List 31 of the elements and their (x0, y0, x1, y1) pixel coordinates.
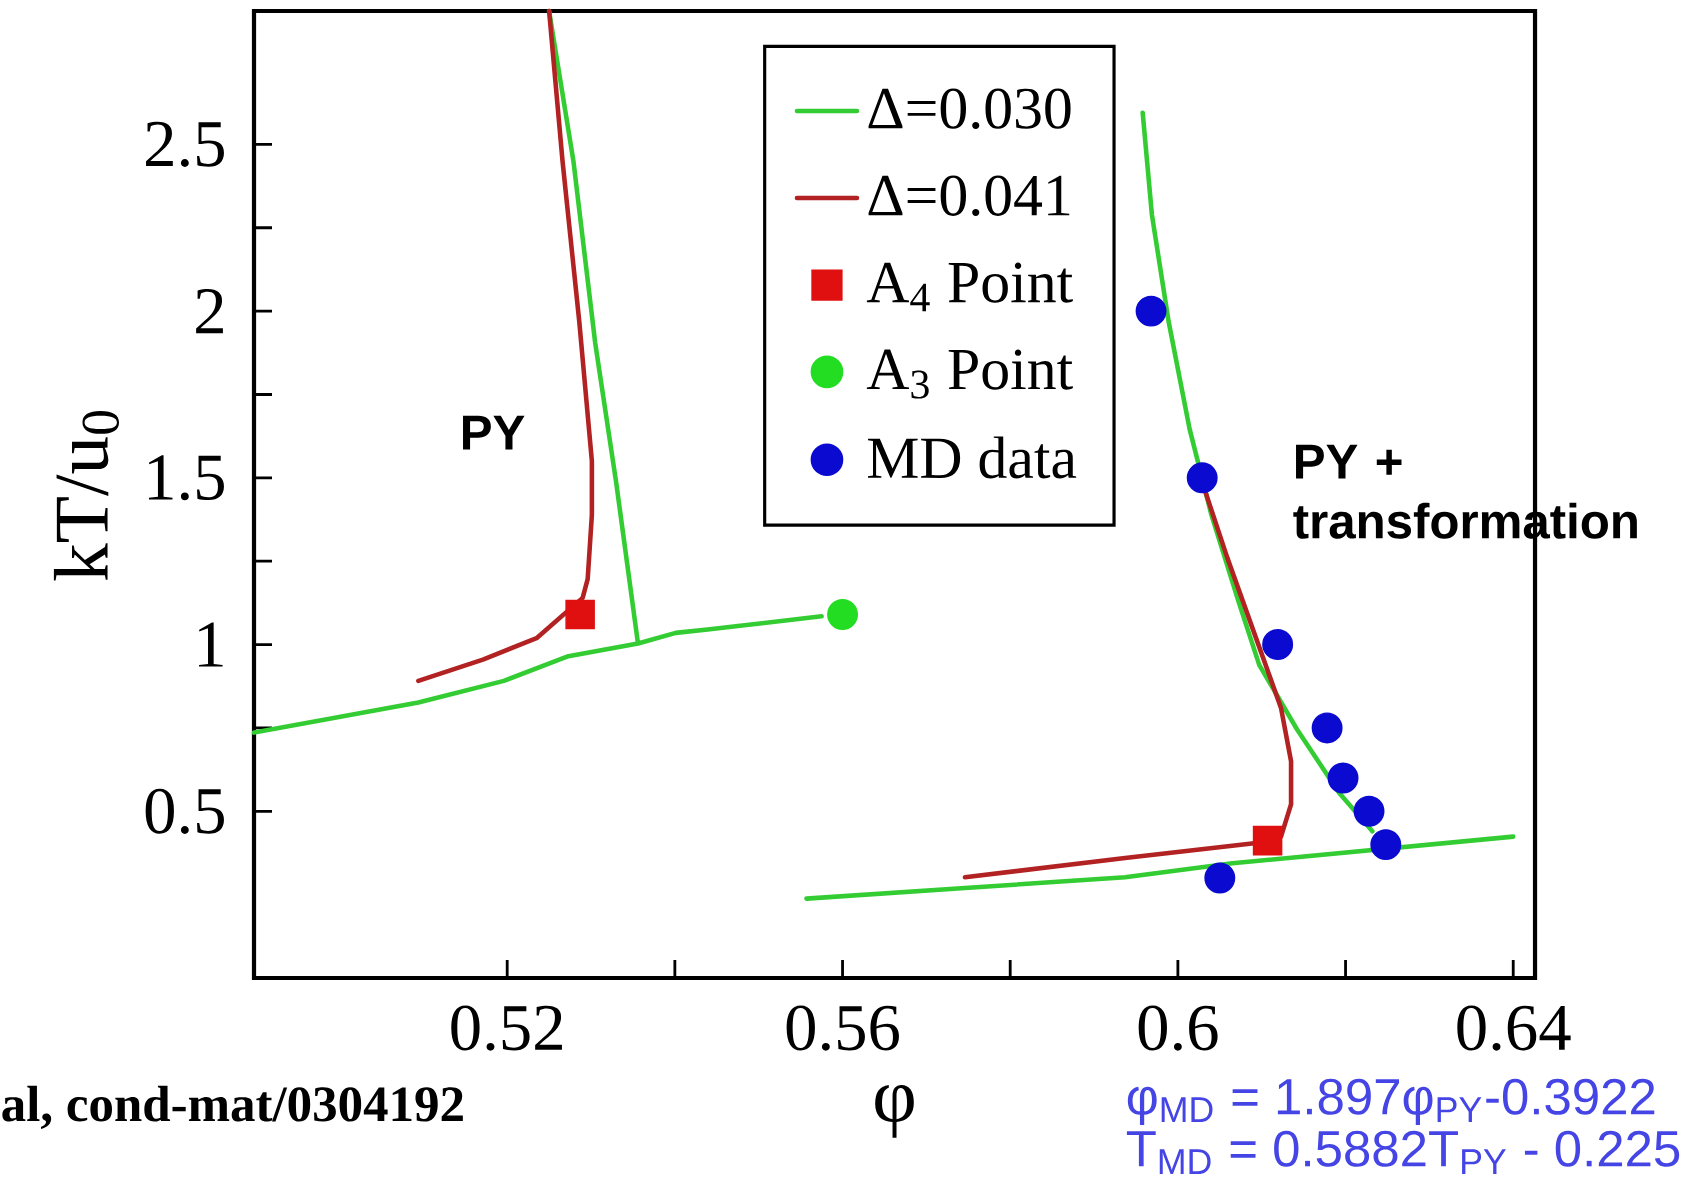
point (1204, 862, 1236, 894)
legend-label: Δ=0.030 (868, 88, 1071, 130)
x-tick-label: 0.64 (1457, 1005, 1571, 1051)
y-axis-title: kT/u$_{0}$ (53, 410, 120, 581)
text: T$_{MD}$ = 0.5882T$_{PY}$ - 0.225 (1126, 1130, 1680, 1174)
point (1311, 712, 1343, 744)
legend-label: Δ=0.041 (868, 175, 1070, 217)
y-tick-label: 2 (196, 289, 223, 334)
point (1370, 829, 1402, 861)
y-tick-label: 2.5 (146, 121, 224, 167)
point (1186, 462, 1218, 494)
x-tick-label: 0.6 (1138, 1005, 1218, 1051)
point (1353, 795, 1385, 827)
point (565, 599, 595, 630)
legend-label: A$_{4}$ Point (866, 262, 1073, 312)
point (1135, 295, 1167, 327)
point (827, 599, 859, 631)
x-axis-title: φ (875, 1084, 914, 1138)
legend-label: MD data (867, 436, 1077, 479)
x-tick-label: 0.52 (451, 1005, 562, 1051)
point (1327, 762, 1359, 794)
y-tick-label: 1.5 (148, 455, 224, 501)
y-tick-label: 1 (199, 622, 223, 667)
text: φ$_{MD}$ = 1.897φ$_{PY}$-0.3922 (1127, 1078, 1655, 1125)
annotation: PY (463, 415, 525, 450)
point (1262, 629, 1294, 661)
legend-label: A$_{3}$ Point (866, 349, 1073, 399)
text: al, cond-mat/0304192 (2, 1085, 463, 1129)
y-tick-label: 0.5 (145, 788, 224, 834)
point (1252, 825, 1283, 856)
x-tick-label: 0.56 (786, 1005, 899, 1051)
